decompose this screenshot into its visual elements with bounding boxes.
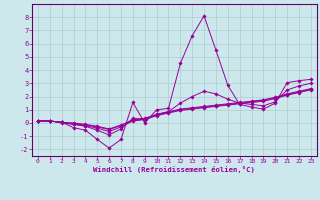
X-axis label: Windchill (Refroidissement éolien,°C): Windchill (Refroidissement éolien,°C): [93, 166, 255, 173]
